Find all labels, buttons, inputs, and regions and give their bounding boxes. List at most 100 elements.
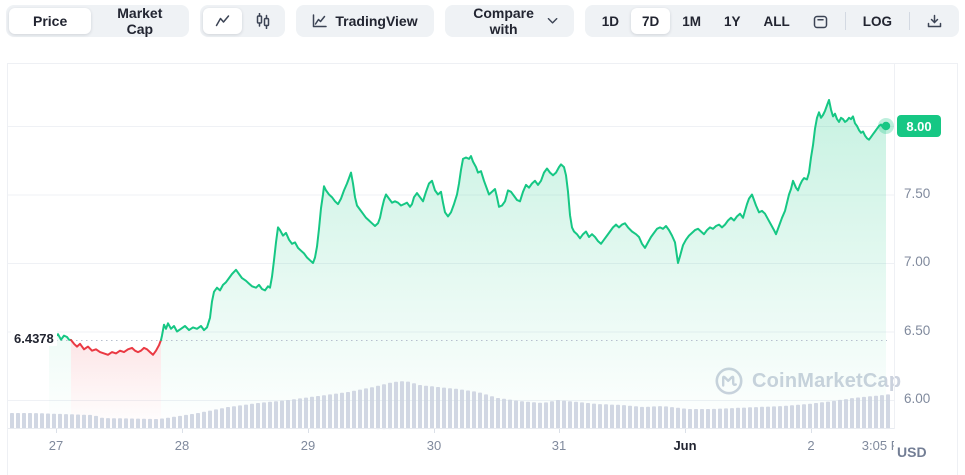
volume-bar bbox=[646, 406, 650, 430]
y-axis-label: 6.00 bbox=[904, 391, 931, 406]
volume-bar bbox=[784, 405, 788, 429]
volume-bar bbox=[76, 414, 80, 429]
volume-bar bbox=[700, 409, 704, 429]
volume-bar bbox=[172, 416, 176, 429]
volume-bar bbox=[616, 404, 620, 429]
volume-bar bbox=[484, 394, 488, 429]
toolbar-divider bbox=[909, 12, 910, 30]
volume-bar bbox=[442, 387, 446, 429]
log-scale-button[interactable]: LOG bbox=[852, 8, 903, 34]
volume-bar bbox=[628, 405, 632, 429]
volume-bar bbox=[556, 400, 560, 429]
chevron-down-icon bbox=[547, 17, 557, 24]
volume-bar bbox=[532, 402, 536, 429]
volume-bar bbox=[778, 406, 782, 429]
toolbar-divider bbox=[844, 12, 846, 30]
volume-bar bbox=[550, 401, 554, 429]
volume-bar bbox=[118, 418, 122, 429]
chart-toolbar: Price Market Cap TradingView Compare wit… bbox=[6, 5, 959, 37]
volume-bar bbox=[322, 395, 326, 429]
download-icon bbox=[927, 14, 942, 27]
volume-bar bbox=[730, 408, 734, 429]
volume-bar bbox=[10, 413, 14, 429]
date-range-group: 1D 7D 1M 1Y ALL LOG bbox=[584, 5, 959, 37]
volume-bar bbox=[688, 409, 692, 429]
volume-bar bbox=[760, 406, 764, 429]
range-1m-button[interactable]: 1M bbox=[671, 8, 712, 34]
price-line bbox=[160, 99, 887, 341]
volume-bar bbox=[562, 400, 566, 429]
volume-bar bbox=[250, 403, 254, 429]
volume-bar bbox=[508, 399, 512, 429]
y-axis-label: 6.50 bbox=[904, 322, 931, 338]
volume-bar bbox=[154, 419, 158, 429]
price-axis-separator bbox=[894, 64, 895, 429]
range-1d-button[interactable]: 1D bbox=[591, 8, 630, 34]
volume-bar bbox=[766, 406, 770, 429]
volume-bar bbox=[130, 418, 134, 429]
volume-bar bbox=[796, 404, 800, 429]
volume-bar bbox=[58, 413, 62, 429]
y-axis-label: 7.50 bbox=[904, 185, 931, 201]
volume-bar bbox=[670, 407, 674, 429]
range-1y-button[interactable]: 1Y bbox=[713, 8, 752, 34]
volume-bar bbox=[166, 417, 170, 429]
candlestick-chart-type-button[interactable] bbox=[244, 8, 282, 34]
volume-bar bbox=[412, 383, 416, 429]
volume-bar bbox=[100, 417, 104, 429]
volume-bar bbox=[424, 385, 428, 429]
range-all-button[interactable]: ALL bbox=[753, 8, 801, 34]
volume-bar bbox=[112, 418, 116, 429]
line-chart-type-button[interactable] bbox=[203, 8, 243, 34]
volume-bar bbox=[502, 398, 506, 429]
volume-bar bbox=[334, 393, 338, 429]
volume-bar bbox=[514, 400, 518, 429]
y-axis-label: 7.00 bbox=[904, 254, 931, 269]
volume-bar bbox=[652, 406, 656, 429]
download-chart-button[interactable] bbox=[916, 8, 953, 34]
volume-bar bbox=[202, 411, 206, 429]
volume-bar bbox=[448, 388, 452, 429]
candlestick-icon bbox=[257, 13, 270, 29]
market-cap-tab[interactable]: Market Cap bbox=[93, 5, 186, 37]
volume-bar bbox=[178, 415, 182, 429]
calendar-button[interactable] bbox=[802, 8, 839, 34]
volume-bar bbox=[52, 413, 56, 429]
volume-bar bbox=[808, 403, 812, 429]
volume-bar bbox=[148, 418, 152, 429]
volume-bar bbox=[886, 394, 890, 429]
volume-bar bbox=[856, 397, 860, 429]
current-price-badge: 8.00 bbox=[897, 115, 941, 137]
range-7d-button[interactable]: 7D bbox=[630, 8, 671, 34]
volume-bar bbox=[28, 413, 32, 429]
volume-bar bbox=[238, 405, 242, 429]
line-chart-icon bbox=[216, 15, 230, 27]
volume-bar bbox=[850, 398, 854, 429]
volume-bar bbox=[706, 409, 710, 429]
compare-with-dropdown[interactable]: Compare with bbox=[444, 5, 574, 37]
volume-bar bbox=[394, 381, 398, 429]
price-marketcap-toggle: Price Market Cap bbox=[6, 5, 190, 37]
volume-bar bbox=[400, 381, 404, 429]
volume-bar bbox=[520, 401, 524, 429]
volume-bar bbox=[244, 404, 248, 429]
volume-bar bbox=[208, 410, 212, 429]
volume-bar bbox=[328, 394, 332, 429]
volume-bar bbox=[370, 387, 374, 429]
volume-bar bbox=[46, 413, 50, 429]
volume-bar bbox=[604, 404, 608, 429]
price-plot-area[interactable] bbox=[8, 64, 894, 436]
tradingview-button[interactable]: TradingView bbox=[296, 5, 434, 37]
volume-bar bbox=[544, 402, 548, 429]
price-area-fill bbox=[49, 332, 71, 429]
volume-bar bbox=[598, 404, 602, 429]
x-axis-label: 27 bbox=[48, 438, 64, 453]
volume-bar bbox=[874, 395, 878, 429]
volume-bar bbox=[742, 407, 746, 429]
x-axis-label: 28 bbox=[174, 438, 190, 453]
price-tab[interactable]: Price bbox=[9, 8, 92, 34]
volume-bar bbox=[226, 407, 230, 429]
tradingview-icon bbox=[313, 14, 328, 28]
volume-bar bbox=[436, 387, 440, 429]
volume-bar bbox=[736, 407, 740, 429]
